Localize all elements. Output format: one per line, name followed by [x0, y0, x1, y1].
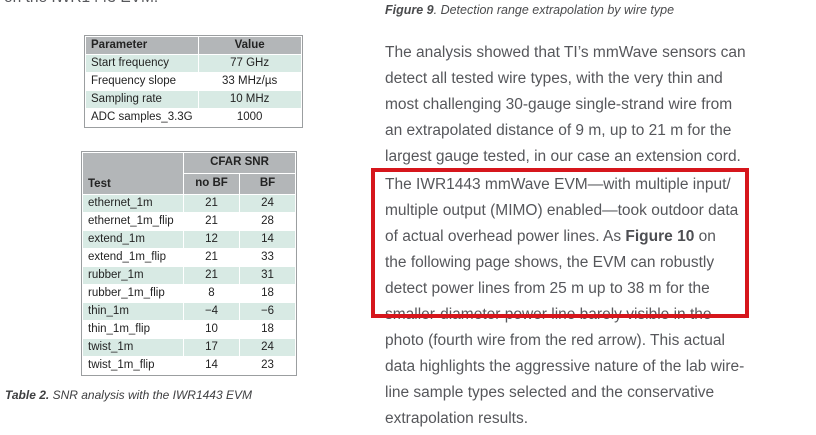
table-row: Sampling rate 10 MHz	[86, 91, 301, 108]
value-cell: 33 MHz/µs	[222, 74, 278, 87]
no-bf-cell: 14	[205, 358, 218, 371]
bf-cell: 18	[261, 286, 274, 299]
figure9-caption-text: . Detection range extrapolation by wire …	[433, 3, 675, 17]
table-header-row: Parameter Value	[86, 37, 301, 54]
test-cell: ethernet_1m	[83, 195, 183, 212]
bf-cell: 28	[261, 214, 274, 227]
test-cell: rubber_1m_flip	[88, 286, 165, 299]
parameter-header-cell: Parameter	[86, 37, 198, 54]
figure9-caption-label: Figure 9	[385, 3, 434, 17]
table-row: Frequency slope 33 MHz/µs	[86, 73, 301, 90]
table-row: rubber_1m 21 31	[83, 267, 295, 284]
text-line: most challenging 30-gauge single-strand …	[385, 96, 733, 113]
parameter-cell: Sampling rate	[86, 91, 198, 108]
table2-caption-label: Table 2.	[5, 388, 50, 402]
bf-cell: 33	[261, 250, 274, 263]
value-header-cell: Value	[198, 37, 301, 54]
no-bf-cell: 10	[205, 322, 218, 335]
no-bf-cell: 17	[184, 339, 239, 356]
cropped-top-text: on the IWR1443 EVM.	[4, 0, 234, 8]
test-cell: ethernet_1m_flip	[88, 214, 174, 227]
table-group-header-row: Test CFAR SNR	[83, 153, 295, 194]
bf-cell: 18	[261, 322, 274, 335]
parameter-cell: ADC samples_3.3G	[91, 110, 193, 123]
snr-results-table: Test CFAR SNR no BF BF ethernet_1m 21 24…	[81, 151, 297, 376]
bf-cell: −6	[240, 303, 295, 320]
table-row: thin_1m_flip 10 18	[83, 321, 295, 338]
no-bf-header-cell: no BF	[184, 174, 239, 194]
text-line: photo (fourth wire from the red arrow). …	[385, 332, 725, 349]
value-cell: 10 MHz	[198, 91, 301, 108]
table-subheader-row: no BF BF	[83, 174, 295, 194]
text-line: detect all tested wire types, with the v…	[385, 70, 723, 87]
text-segment: of actual overhead power lines. As	[385, 228, 626, 245]
table-row: rubber_1m_flip 8 18	[83, 285, 295, 302]
no-bf-cell: 21	[184, 267, 239, 284]
test-cell: rubber_1m	[83, 267, 183, 284]
text-line: largest gauge tested, in our case an ext…	[385, 148, 741, 165]
text-line: smaller-diameter power line barely visib…	[385, 306, 712, 323]
text-line: The analysis showed that TI’s mmWave sen…	[385, 44, 746, 61]
table-row: extend_1m 12 14	[83, 231, 295, 248]
no-bf-cell: 21	[205, 250, 218, 263]
bf-cell: 24	[240, 339, 295, 356]
text-line: multiple output (MIMO) enabled—took outd…	[385, 202, 739, 219]
table2-caption-text: SNR analysis with the IWR1443 EVM	[49, 388, 252, 402]
parameter-cell: Frequency slope	[91, 74, 177, 87]
cropped-top-text-fragment: on the IWR1443 EVM.	[4, 0, 158, 7]
table-row: Start frequency 77 GHz	[86, 55, 301, 72]
test-cell: twist_1m_flip	[88, 358, 155, 371]
text-segment: on	[694, 228, 716, 245]
no-bf-cell: 8	[208, 286, 215, 299]
chirp-parameters-table: Parameter Value Start frequency 77 GHz F…	[84, 35, 303, 128]
cfar-snr-header-cell: CFAR SNR	[184, 153, 295, 173]
paragraph-iwr1443-evm: The IWR1443 mmWave EVM—with multiple inp…	[385, 172, 744, 432]
bf-cell: 24	[240, 195, 295, 212]
bf-cell: 31	[240, 267, 295, 284]
no-bf-cell: 12	[184, 231, 239, 248]
table-row: twist_1m 17 24	[83, 339, 295, 356]
no-bf-cell: 21	[184, 195, 239, 212]
bf-header-cell: BF	[240, 174, 295, 194]
value-cell: 77 GHz	[198, 55, 301, 72]
table-row: thin_1m −4 −6	[83, 303, 295, 320]
figure9-caption: Figure 9. Detection range extrapolation …	[385, 3, 674, 17]
test-cell: twist_1m	[83, 339, 183, 356]
text-line: detect power lines from 25 m up to 38 m …	[385, 280, 710, 297]
table-row: extend_1m_flip 21 33	[83, 249, 295, 266]
text-line: the following page shows, the EVM can ro…	[385, 254, 715, 271]
text-line: line sample types selected and the conse…	[385, 384, 715, 401]
test-cell: extend_1m	[83, 231, 183, 248]
no-bf-cell: −4	[184, 303, 239, 320]
text-line: an extrapolated distance of 9 m, up to 2…	[385, 122, 732, 139]
text-line: The IWR1443 mmWave EVM—with multiple inp…	[385, 176, 731, 193]
value-cell: 1000	[236, 110, 263, 123]
text-line: of actual overhead power lines. As Figur…	[385, 224, 744, 250]
text-line: extrapolation results.	[385, 410, 529, 427]
table-row: twist_1m_flip 14 23	[83, 357, 295, 374]
no-bf-cell: 21	[205, 214, 218, 227]
test-header-cell: Test	[83, 153, 183, 194]
paragraph-wire-analysis: The analysis showed that TI’s mmWave sen…	[385, 40, 746, 170]
test-cell: extend_1m_flip	[88, 250, 166, 263]
bf-cell: 14	[240, 231, 295, 248]
bf-cell: 23	[261, 358, 274, 371]
text-line: data highlights the aggressive nature of…	[385, 358, 745, 375]
test-cell: thin_1m	[83, 303, 183, 320]
table-row: ethernet_1m 21 24	[83, 195, 295, 212]
figure10-reference: Figure 10	[625, 228, 695, 245]
table2-caption: Table 2. SNR analysis with the IWR1443 E…	[5, 388, 252, 402]
parameter-cell: Start frequency	[86, 55, 198, 72]
table-row: ADC samples_3.3G 1000	[86, 109, 301, 126]
test-cell: thin_1m_flip	[88, 322, 151, 335]
table-row: ethernet_1m_flip 21 28	[83, 213, 295, 230]
